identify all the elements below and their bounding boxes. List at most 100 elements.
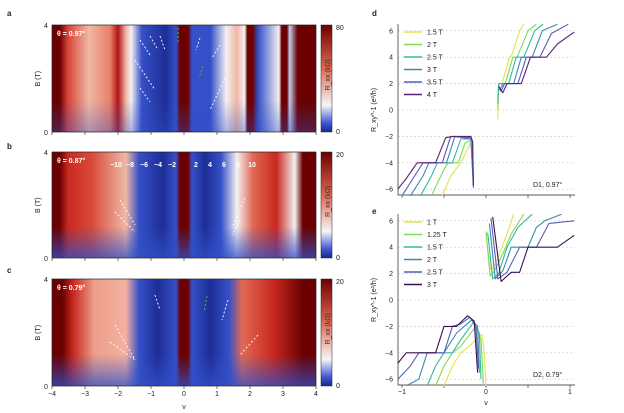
y-tick-label: 6 [389,28,393,35]
plot-e: 6 4 2 0 −2 −4 −6 −1 0 1 ν R_xy^-1 (e²/h) 1 T 1.25 T 1.… [371,213,575,407]
panel-label-d: d [372,9,377,18]
x-tick-label: 4 [314,391,318,398]
x-axis-label: ν [182,404,186,411]
filling-factor-labels: −10 −8 −6 −4 −2 2 4 6 8 10 [110,162,256,169]
heatmap-b: θ = 0.87° −10 −8 −6 −4 −2 2 4 6 8 10 [52,152,316,258]
y-tick-label: 4 [44,150,48,157]
y-axis-label: B (T) [35,325,42,341]
colorbar-max-label: 20 [336,279,344,286]
legend-label: 1.5 T [427,245,444,252]
legend-label: 4 T [427,92,438,99]
x-tick-label: −1 [147,391,155,398]
y-tick-label: −4 [385,350,393,357]
x-tick-label: 0 [182,391,186,398]
fan-guide [209,77,226,111]
fan-guide [109,341,136,361]
fan-guide [114,211,136,233]
series-hole-line [401,135,474,197]
series-hole-line [435,325,485,387]
landau-fan-guides [109,28,259,361]
angle-label-b: θ = 0.87° [57,157,85,165]
x-axis-label: ν [484,400,488,407]
fan-guide [154,294,161,311]
y-tick-label: 4 [44,277,48,284]
colorbar-label: R_xx (kΩ) [325,59,332,90]
series-electron-line [498,23,558,91]
y-axis-label: R_xy^-1 (e²/h) [371,88,378,132]
fan-guide [119,199,136,226]
x-tick-label: 2 [248,391,252,398]
panel-label-b: b [7,142,12,151]
series-hole-line [405,319,480,387]
y-axis-label: B (T) [35,197,42,213]
heatmap-b-shade [52,152,316,258]
legend-label: 1.25 T [427,232,447,239]
legend-label: 3.5 T [427,80,444,87]
filling-factor-label: 10 [248,162,256,169]
x-tick-label: −2 [114,391,122,398]
legend-label: 2 T [427,42,438,49]
colorbar-label: R_xx (kΩ) [325,313,332,344]
filling-factor-label: 2 [194,162,198,169]
series-hole-line [426,321,482,387]
filling-factor-label: 6 [222,162,226,169]
x-tick-label: 3 [281,391,285,398]
colorbar-min-label: 0 [336,383,340,390]
x-tick-label: −3 [81,391,89,398]
fan-guide [159,35,166,51]
colorbar-max-label: 80 [336,25,344,32]
y-tick-label: 0 [44,130,48,137]
filling-factor-label: 8 [236,162,240,169]
y-axis-label: B (T) [35,71,42,87]
y-tick-label: −4 [385,160,393,167]
legend-label: 3 T [427,282,438,289]
x-tick-label: −4 [48,391,56,398]
fan-guide [239,334,259,356]
heatmap-a: θ = 0.97° [52,25,316,132]
fan-guide [231,197,246,229]
filling-factor-label: −4 [154,162,162,169]
angle-label-a: θ = 0.97° [57,30,85,38]
series-hole-line [397,315,479,373]
legend-label: 1 T [427,220,438,227]
colorbar-label: R_xx (kΩ) [325,186,332,217]
x-tick-label: 0 [484,389,488,396]
y-tick-label: −2 [385,324,393,331]
fan-guide [211,44,221,59]
series-electron-line [497,23,544,104]
colorbar-b [320,151,333,259]
heatmap-a-shade [52,25,316,132]
fan-guide [139,39,151,56]
y-tick-label: 2 [389,81,393,88]
series-hole-line [430,139,474,197]
series-electron-line [492,216,575,283]
panel-label-c: c [7,266,12,275]
series-electron-line [498,31,575,94]
series-hole-line [441,139,474,197]
fan-guide [139,87,151,103]
series-electron-line [490,218,575,280]
series-hole-line [443,333,487,387]
filling-factor-label: −6 [140,162,148,169]
filling-factor-label: 4 [208,162,212,169]
colorbar-min-label: 0 [336,255,340,262]
fan-guide [221,299,229,321]
filling-factor-label: −8 [126,162,134,169]
y-tick-label: 4 [389,245,393,252]
plot-d: 6 4 2 0 −2 −4 −6 R_xy^-1 (e²/h) 1.5 T 2 T 2.5 T 3 T… [371,23,575,198]
legend-label: 2.5 T [427,55,444,62]
x-tick-label: 1 [568,389,572,396]
legend-label: 1.5 T [427,30,444,37]
y-tick-label: 0 [44,256,48,263]
axes-frame [397,214,575,386]
series-hole-line [397,135,474,190]
x-tick-label: −1 [398,389,406,396]
y-tick-label: −2 [385,134,393,141]
y-tick-label: 0 [44,384,48,391]
colorbar-a [320,24,333,133]
legend-label: 3 T [427,67,438,74]
y-tick-label: 2 [389,271,393,278]
